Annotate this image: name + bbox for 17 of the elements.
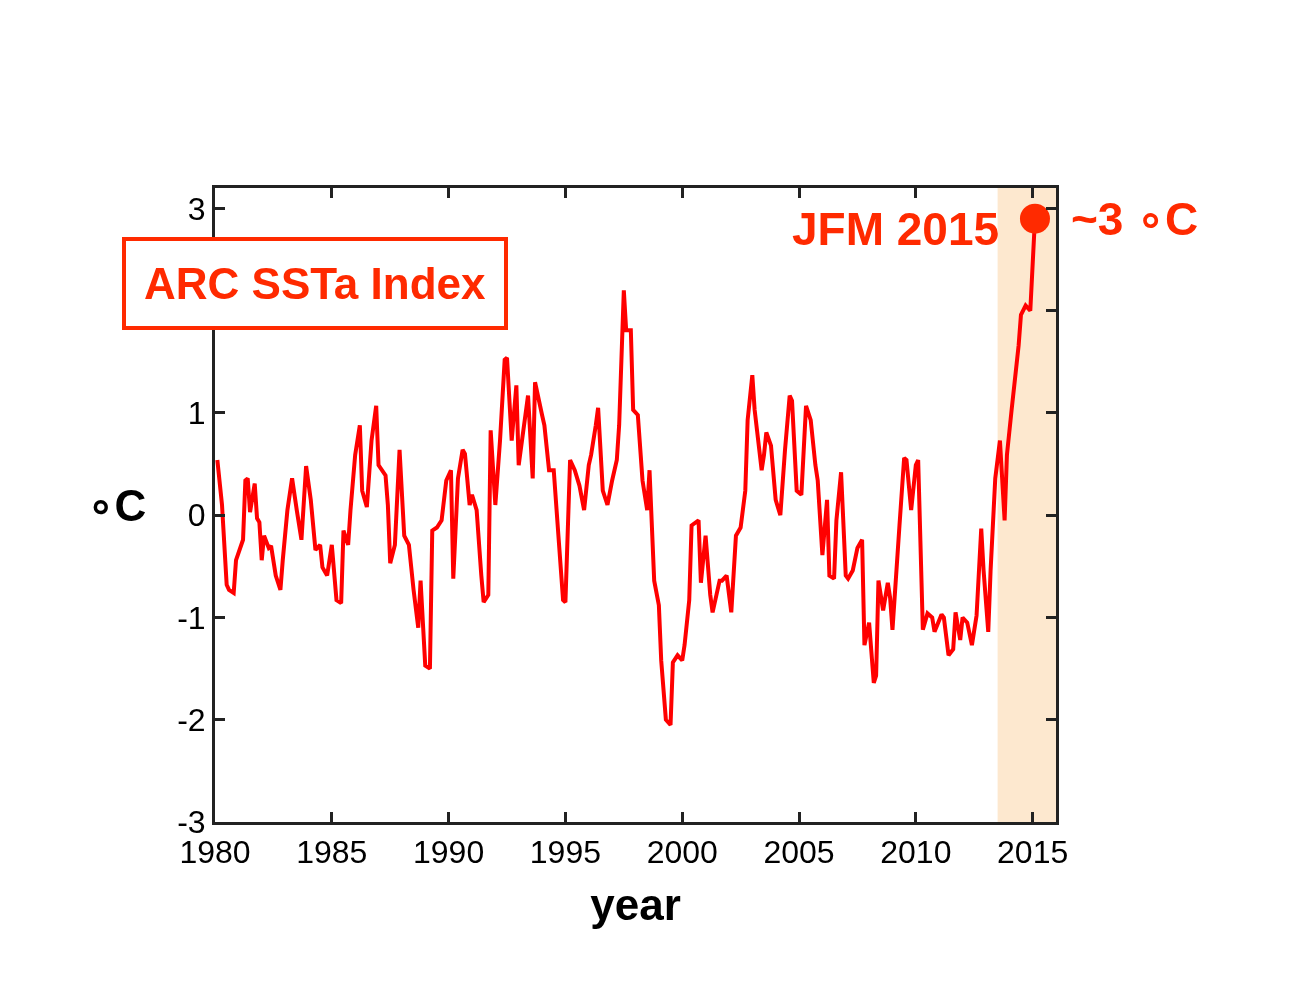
y-axis-title: ∘C bbox=[87, 481, 147, 530]
y-tick-label: 3 bbox=[187, 190, 206, 227]
x-tick-label: 2015 bbox=[997, 834, 1069, 871]
x-tick-label: 1985 bbox=[296, 834, 368, 871]
y-tick-label: -2 bbox=[177, 701, 206, 738]
annotation: JFM 2015 bbox=[792, 203, 1000, 255]
x-tick-label: 2005 bbox=[763, 834, 835, 871]
x-tick-label: 2010 bbox=[880, 834, 952, 871]
y-tick-label: 0 bbox=[187, 497, 206, 534]
x-tick-label: 1990 bbox=[413, 834, 485, 871]
annotation: ~3 ∘C bbox=[1071, 193, 1199, 245]
y-tick-label: -1 bbox=[177, 599, 206, 636]
x-tick-label: 1995 bbox=[529, 834, 602, 871]
x-tick-label: 2000 bbox=[646, 834, 718, 871]
x-axis-title: year bbox=[590, 879, 681, 929]
y-tick-label: 1 bbox=[187, 395, 206, 432]
annotation: ARC SSTa Index bbox=[144, 259, 486, 308]
